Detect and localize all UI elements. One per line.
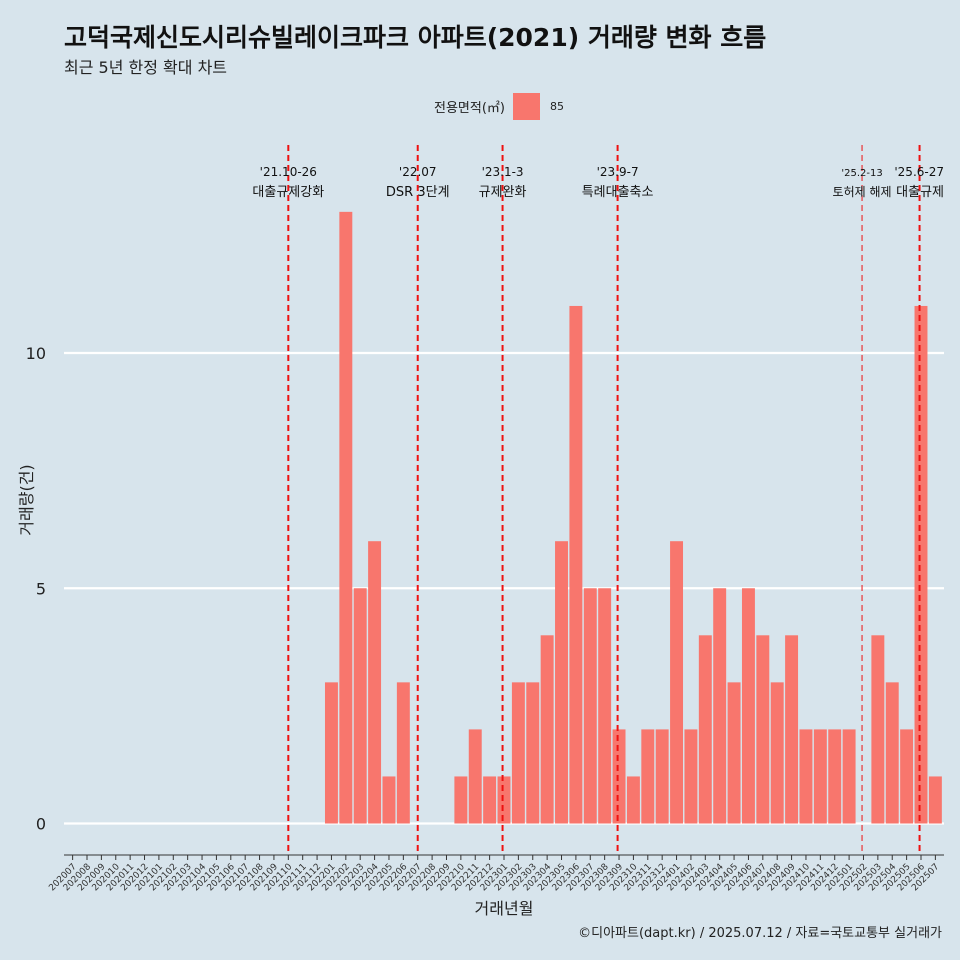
x-axis-title: 거래년월 (475, 899, 534, 918)
bar (914, 305, 928, 824)
chart-subtitle: 최근 5년 한정 확대 차트 (64, 58, 228, 77)
bar (483, 776, 497, 824)
bar (655, 729, 669, 824)
bar (396, 682, 410, 824)
event-date: '23.1-3 (482, 165, 524, 179)
bar (871, 635, 885, 824)
legend-swatch (512, 93, 540, 120)
bar (842, 729, 856, 824)
bar (324, 682, 338, 824)
bar (626, 776, 640, 824)
bar (698, 635, 712, 824)
bar (598, 588, 612, 824)
event-date: '22.07 (399, 165, 437, 179)
y-tick-label: 5 (36, 579, 46, 598)
event-label: 규제완화 (479, 185, 527, 200)
legend-title: 전용면적(㎡) (434, 101, 505, 116)
bar (555, 541, 568, 824)
bar (713, 588, 727, 824)
bar (497, 776, 511, 824)
bar (468, 729, 482, 824)
bar (526, 682, 540, 824)
event-date: '25.2-13 (841, 168, 882, 179)
bar (612, 729, 626, 824)
source-caption: ©디아파트(dapt.kr) / 2025.07.12 / 자료=국토교통부 실… (578, 926, 942, 941)
bar (885, 682, 899, 824)
bar (756, 635, 770, 824)
bar (670, 541, 684, 824)
bar (770, 682, 784, 824)
y-axis-title: 거래량(건) (17, 464, 36, 535)
y-tick-label: 0 (36, 815, 46, 834)
bar (684, 729, 698, 824)
y-tick-label: 10 (26, 344, 46, 363)
bar (900, 729, 914, 824)
bar (454, 776, 468, 824)
bar (339, 211, 353, 824)
event-label: 특례대출축소 (582, 185, 654, 200)
bar (727, 682, 741, 824)
event-label: 대출규제강화 (252, 185, 324, 200)
event-label: 토허제 해제 (833, 185, 892, 199)
bar (382, 776, 396, 824)
event-date: '23.9-7 (597, 165, 639, 179)
legend: 전용면적(㎡) 85 (434, 93, 564, 120)
bar (828, 729, 842, 824)
event-date: '21.10-26 (260, 165, 317, 179)
bar (540, 635, 554, 824)
bar (928, 776, 942, 824)
bar (368, 541, 382, 824)
chart-title: 고덕국제신도시리슈빌레이크파크 아파트(2021) 거래량 변화 흐름 (64, 23, 767, 52)
bar (641, 729, 655, 824)
event-date: '25.6-27 (894, 165, 944, 179)
bar (583, 588, 597, 824)
bar (569, 305, 583, 824)
event-label: 대출규제 (896, 185, 944, 200)
bar (741, 588, 755, 824)
event-label: DSR 3단계 (386, 185, 450, 200)
bar (799, 729, 813, 824)
legend-item-85: 85 (549, 100, 564, 113)
bar (813, 729, 827, 824)
bar (785, 635, 799, 824)
bar (511, 682, 525, 824)
bar (353, 588, 367, 824)
